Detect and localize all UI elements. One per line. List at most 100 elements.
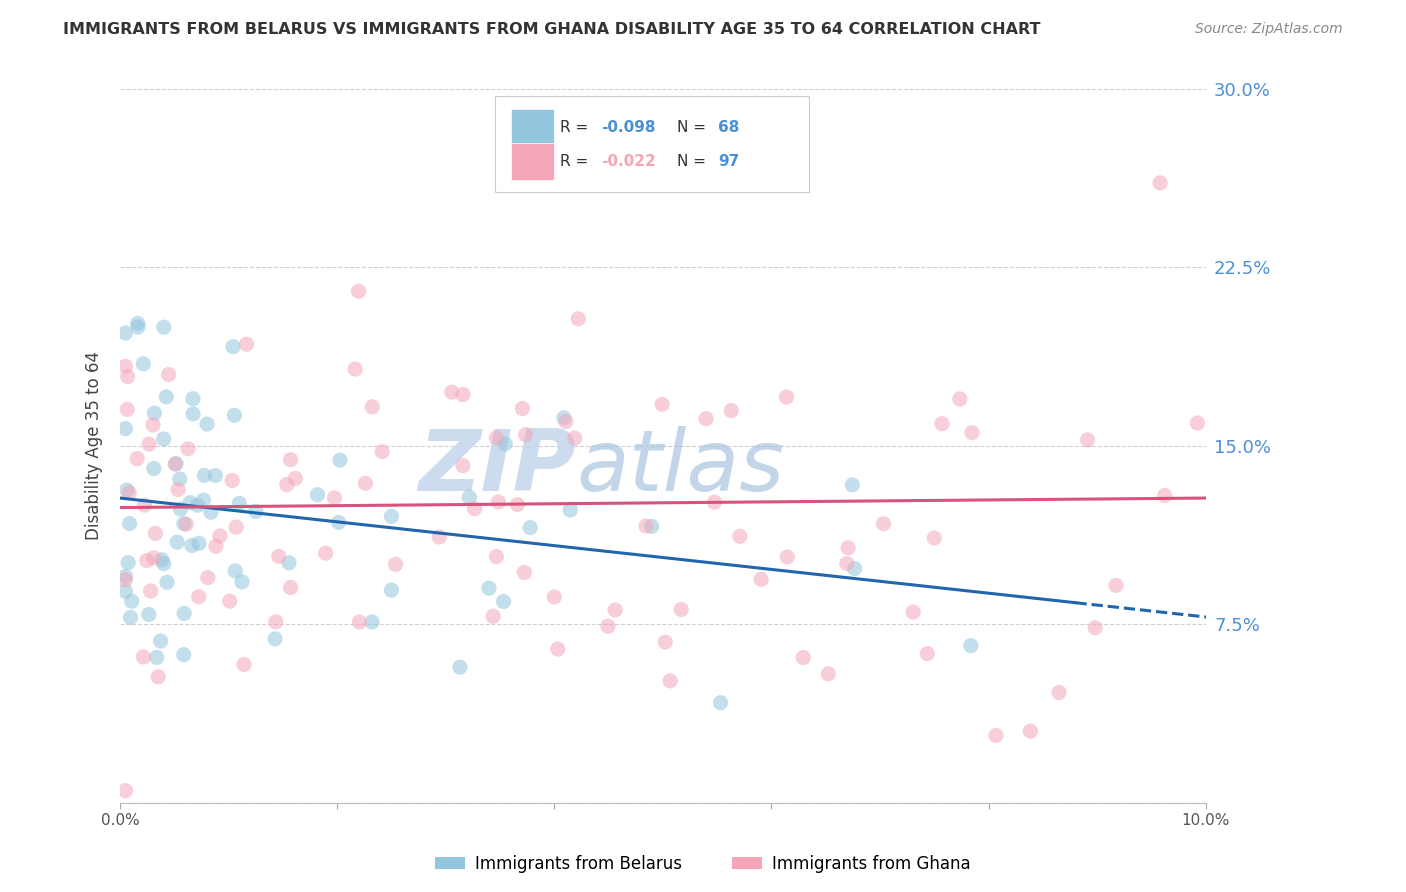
Point	[284, 471, 307, 485]
Point	[148, 670, 170, 684]
Point	[596, 619, 619, 633]
Text: N =: N =	[678, 154, 711, 169]
Point	[114, 573, 136, 587]
Point	[114, 584, 136, 599]
Point	[651, 397, 673, 411]
Point	[640, 519, 662, 533]
Point	[204, 468, 226, 483]
Point	[235, 337, 257, 351]
Point	[114, 783, 136, 797]
Point	[669, 602, 692, 616]
Point	[553, 410, 575, 425]
Point	[118, 485, 141, 500]
Point	[225, 520, 247, 534]
Point	[138, 607, 160, 622]
Point	[118, 516, 141, 531]
Point	[181, 392, 204, 406]
Point	[728, 529, 751, 543]
Point	[142, 461, 165, 475]
Point	[560, 503, 582, 517]
Point	[720, 403, 742, 417]
Point	[169, 472, 191, 486]
Point	[117, 402, 139, 417]
Point	[142, 417, 165, 432]
Point	[208, 529, 231, 543]
Text: N =: N =	[678, 120, 711, 135]
Text: 68: 68	[718, 120, 740, 135]
Point	[280, 452, 302, 467]
Point	[145, 650, 167, 665]
Point	[464, 501, 486, 516]
Point	[173, 516, 195, 531]
Point	[173, 648, 195, 662]
Point	[513, 566, 536, 580]
Legend: Immigrants from Belarus, Immigrants from Ghana: Immigrants from Belarus, Immigrants from…	[429, 848, 977, 880]
Point	[960, 639, 983, 653]
Point	[451, 387, 474, 401]
Point	[506, 498, 529, 512]
Point	[155, 390, 177, 404]
FancyBboxPatch shape	[495, 96, 810, 193]
Text: ZIP: ZIP	[419, 425, 576, 508]
Point	[519, 521, 541, 535]
Point	[427, 530, 450, 544]
Point	[841, 478, 863, 492]
Point	[264, 632, 287, 646]
Point	[169, 502, 191, 516]
Point	[127, 317, 149, 331]
Point	[603, 603, 626, 617]
Point	[344, 362, 367, 376]
Text: IMMIGRANTS FROM BELARUS VS IMMIGRANTS FROM GHANA DISABILITY AGE 35 TO 64 CORRELA: IMMIGRANTS FROM BELARUS VS IMMIGRANTS FR…	[63, 22, 1040, 37]
Point	[478, 581, 501, 595]
Point	[924, 531, 946, 545]
Point	[187, 536, 209, 550]
Point	[323, 491, 346, 505]
Point	[114, 569, 136, 583]
Point	[329, 453, 352, 467]
Point	[205, 539, 228, 553]
Point	[280, 581, 302, 595]
Point	[138, 437, 160, 451]
Point	[449, 660, 471, 674]
Point	[872, 516, 894, 531]
Point	[165, 457, 187, 471]
Point	[354, 476, 377, 491]
Point	[380, 509, 402, 524]
Point	[114, 326, 136, 340]
Point	[181, 407, 204, 421]
Point	[278, 556, 301, 570]
Point	[512, 401, 534, 416]
Point	[233, 657, 256, 672]
Point	[231, 574, 253, 589]
Point	[145, 526, 167, 541]
Point	[276, 477, 298, 491]
Point	[792, 650, 814, 665]
Point	[139, 584, 162, 599]
Point	[817, 666, 839, 681]
Point	[361, 615, 384, 629]
Point	[917, 647, 939, 661]
Point	[132, 357, 155, 371]
Point	[486, 495, 509, 509]
Point	[1187, 416, 1209, 430]
Point	[121, 594, 143, 608]
Point	[347, 285, 370, 299]
Point	[567, 311, 589, 326]
Point	[156, 575, 179, 590]
Point	[440, 385, 463, 400]
Point	[349, 615, 371, 629]
Point	[384, 558, 406, 572]
Point	[458, 490, 481, 504]
Point	[1084, 621, 1107, 635]
Text: Source: ZipAtlas.com: Source: ZipAtlas.com	[1195, 22, 1343, 37]
Point	[143, 406, 166, 420]
Text: -0.098: -0.098	[600, 120, 655, 135]
Y-axis label: Disability Age 35 to 64: Disability Age 35 to 64	[86, 351, 103, 541]
Point	[193, 493, 215, 508]
Point	[949, 392, 972, 406]
Point	[200, 505, 222, 519]
Point	[695, 411, 717, 425]
Point	[749, 572, 772, 586]
Point	[157, 368, 180, 382]
Point	[709, 696, 731, 710]
